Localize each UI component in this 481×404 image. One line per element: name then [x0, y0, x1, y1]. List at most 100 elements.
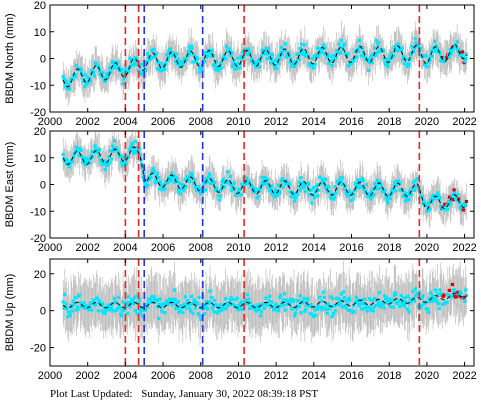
data-point — [398, 304, 402, 309]
data-point — [98, 73, 103, 77]
data-point — [401, 58, 405, 62]
data-point — [449, 52, 453, 56]
data-point — [393, 291, 397, 295]
data-point — [432, 299, 436, 303]
data-point — [80, 154, 84, 158]
data-point — [269, 184, 274, 188]
data-point — [457, 197, 461, 201]
data-point — [206, 176, 211, 180]
data-point — [172, 288, 176, 292]
data-point — [76, 307, 80, 311]
data-point — [383, 294, 387, 298]
data-point — [447, 55, 451, 59]
data-point — [325, 311, 329, 315]
data-point — [187, 176, 191, 181]
data-point — [149, 175, 153, 179]
data-point — [66, 315, 70, 319]
x-tick-label: 2010 — [226, 116, 250, 128]
data-point — [135, 312, 139, 316]
x-tick-label: 2008 — [189, 242, 213, 254]
data-point — [367, 61, 371, 65]
data-point — [389, 51, 393, 55]
data-point — [359, 54, 364, 58]
data-point — [451, 198, 455, 202]
data-point — [368, 305, 372, 309]
data-point — [276, 61, 281, 66]
data-point — [210, 177, 214, 181]
data-point — [324, 188, 329, 192]
data-point — [130, 141, 134, 145]
data-point — [421, 294, 425, 298]
data-point — [342, 290, 346, 294]
data-point — [377, 186, 381, 191]
data-point — [119, 67, 124, 72]
plot-footer: Plot Last Updated: Sunday, January 30, 2… — [50, 388, 324, 400]
data-point — [77, 293, 82, 297]
data-point — [262, 48, 267, 52]
data-point — [377, 41, 381, 45]
data-point — [101, 159, 106, 163]
data-point — [81, 156, 85, 160]
data-point — [171, 300, 176, 304]
data-point — [158, 180, 162, 184]
data-point — [182, 188, 186, 192]
data-point — [336, 303, 340, 307]
data-point — [311, 57, 315, 61]
data-point — [334, 56, 338, 60]
data-point — [79, 148, 83, 152]
data-point — [433, 39, 437, 43]
data-point — [163, 67, 167, 72]
data-point — [426, 201, 430, 205]
data-point — [264, 46, 268, 50]
data-point — [221, 177, 225, 181]
data-point — [177, 190, 181, 194]
data-point — [310, 201, 314, 205]
data-point — [404, 57, 408, 61]
data-point — [343, 304, 347, 308]
data-point — [350, 191, 354, 195]
data-point — [173, 297, 177, 302]
data-point — [237, 187, 242, 191]
data-point — [318, 51, 322, 56]
x-tick-label: 2022 — [452, 242, 476, 254]
data-point — [303, 309, 307, 314]
data-point — [366, 57, 370, 61]
y-tick-label: 0 — [40, 54, 46, 66]
data-point — [286, 299, 291, 303]
data-point — [436, 46, 440, 50]
data-point — [432, 193, 436, 198]
data-point — [436, 193, 441, 197]
data-point — [175, 301, 179, 305]
data-point — [261, 180, 265, 184]
data-point — [434, 44, 438, 48]
data-point — [265, 178, 270, 182]
data-point — [275, 304, 279, 308]
data-point — [419, 305, 423, 310]
data-point — [104, 76, 108, 80]
data-point — [448, 47, 452, 52]
data-point — [278, 57, 282, 61]
data-point — [357, 303, 361, 308]
data-point — [98, 158, 103, 162]
data-point — [175, 176, 179, 180]
last-updated-timestamp: Sunday, January 30, 2022 08:39:18 PST — [141, 388, 319, 400]
data-point — [256, 303, 260, 307]
data-point — [401, 301, 405, 305]
data-point — [220, 308, 224, 312]
data-point — [393, 180, 397, 184]
data-point — [407, 310, 411, 314]
data-point — [135, 146, 139, 150]
chart-panel-2: 2000 2002 2004 2006 2008 2010 2012 2014 2016 2018… — [4, 126, 477, 254]
data-point — [464, 199, 469, 204]
data-point — [79, 68, 83, 72]
model-line — [62, 292, 467, 309]
data-point — [86, 157, 90, 161]
data-point — [386, 201, 390, 205]
x-tick-label: 2002 — [75, 116, 99, 128]
data-point — [169, 178, 173, 182]
data-point — [194, 60, 198, 64]
data-point — [146, 183, 150, 187]
data-point — [213, 298, 217, 303]
data-point — [241, 50, 245, 54]
data-point — [133, 139, 138, 144]
